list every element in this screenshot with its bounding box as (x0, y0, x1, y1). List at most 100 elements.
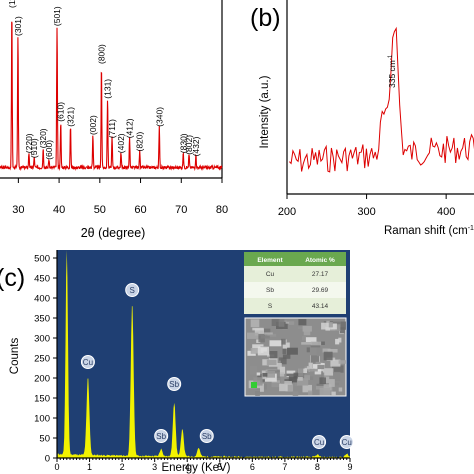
sem-grain (280, 357, 287, 365)
eds-y-tick-label: 250 (34, 354, 50, 365)
element-marker-bubble (125, 283, 140, 297)
sem-grain (287, 347, 298, 355)
sem-grain (303, 328, 311, 336)
element-marker-label: Sb (156, 432, 166, 441)
sem-grain (259, 328, 271, 335)
element-marker-label: S (130, 286, 135, 295)
eds-x-tick-label: 1 (87, 462, 92, 472)
sem-grain (317, 364, 325, 370)
eds-y-tick-label: 100 (34, 414, 50, 425)
xrd-peak-label: (412) (125, 118, 135, 138)
xrd-x-tick-label: 40 (53, 204, 65, 216)
table-cell-atomic: 29.69 (312, 287, 329, 294)
eds-x-tick-label: 7 (282, 462, 287, 472)
sem-grain (265, 370, 275, 378)
sem-grain (256, 339, 261, 343)
element-marker-bubble (154, 429, 169, 443)
sem-grain (309, 368, 318, 372)
raman-x-tick-label: 200 (278, 206, 296, 218)
eds-x-axis-label: Energy (KeV) (161, 462, 230, 474)
raman-y-axis-label: Intensity (a.u.) (259, 75, 271, 148)
xrd-peak-label: (320) (38, 128, 48, 148)
xrd-x-tick-label: 60 (134, 204, 146, 216)
sem-grain (292, 391, 299, 396)
sem-grain (277, 363, 282, 370)
table-cell-atomic: 27.17 (312, 271, 329, 278)
sem-grain (308, 390, 313, 395)
element-marker-bubble (339, 435, 354, 449)
sem-grain (298, 367, 304, 376)
sem-grain (288, 321, 295, 325)
sem-grain (319, 377, 326, 384)
sem-grain (328, 379, 335, 387)
eds-x-tick-label: 8 (315, 462, 320, 472)
xrd-peak-label: (600) (44, 140, 54, 160)
raman-x-tick-label: 400 (437, 206, 455, 218)
sem-grain (302, 336, 306, 341)
sem-grain (338, 337, 342, 343)
element-marker-label: Sb (169, 380, 179, 389)
sem-grain (264, 332, 273, 335)
sem-texture (247, 319, 346, 396)
xrd-peak-label: (501) (52, 6, 62, 26)
eds-y-tick-label: 450 (34, 274, 50, 285)
xrd-peak-label: (002) (88, 115, 98, 135)
eds-x-tick-label: 0 (54, 462, 59, 472)
table-row (244, 266, 346, 282)
sem-grain (316, 347, 322, 357)
xrd-peak-label: (111) (7, 0, 17, 8)
eds-y-tick-label: 400 (34, 294, 50, 305)
raman-x-ticks: 200 300 400 (278, 194, 455, 218)
sem-grain (304, 375, 310, 380)
eds-y-tick-label: 350 (34, 314, 50, 325)
xrd-peak-label: (321) (66, 107, 76, 127)
eds-y-tick-label: 150 (34, 394, 50, 405)
sem-grain (282, 342, 290, 349)
table-header-row (244, 252, 346, 266)
eds-x-tick-label: 2 (120, 462, 125, 472)
xrd-peak-label: (800) (96, 44, 106, 64)
sem-grain (331, 382, 339, 386)
sem-grain (250, 319, 260, 328)
element-marker-bubble (167, 377, 182, 391)
sem-grain (247, 332, 259, 339)
sem-grain (281, 338, 286, 345)
xrd-x-ticks: 30 40 50 60 70 80 (12, 178, 228, 216)
eds-element-markers: Cu S Sb Sb Sb Cu Cu (80, 283, 354, 449)
sem-grain (260, 335, 270, 339)
xrd-peak-labels: (111) (301) (220)(510)(320)(600) (501) (610)… (7, 0, 201, 160)
sem-grain (262, 373, 268, 377)
sem-grain (331, 391, 336, 396)
sem-grain (253, 377, 263, 386)
eds-x-tick-label: 6 (250, 462, 255, 472)
xrd-peak-label: (131) (103, 79, 113, 99)
sem-grain (285, 383, 294, 392)
sem-grain (305, 337, 317, 342)
eds-x-tick-label: 5 (217, 462, 222, 472)
element-marker-label: Cu (314, 438, 324, 447)
xrd-x-tick-label: 70 (175, 204, 187, 216)
eds-spectrum-area (57, 250, 350, 458)
xrd-peak-label: (432) (191, 136, 201, 156)
raman-x-tick-label: 300 (357, 206, 375, 218)
table-header-atomic: Atomic % (305, 257, 335, 264)
xrd-peak-label: (711) (107, 119, 117, 138)
table-row (244, 282, 346, 298)
sem-grain (302, 384, 312, 393)
eds-y-tick-label: 500 (34, 254, 50, 265)
xrd-peak-label: (610) (56, 102, 66, 122)
sem-grain (280, 376, 287, 383)
eds-x-tick-label: 3 (152, 462, 157, 472)
sem-grain (310, 355, 320, 363)
eds-y-tick-label: 50 (39, 434, 50, 445)
xrd-peak-label: (301) (13, 16, 23, 36)
sem-grain (315, 385, 325, 390)
sem-grain (254, 328, 264, 336)
table-header-element: Element (257, 257, 283, 264)
element-marker-label: Sb (202, 432, 212, 441)
table-row (244, 298, 346, 314)
sem-grain (317, 341, 325, 345)
sem-grain (304, 366, 312, 370)
element-marker-bubble (80, 355, 95, 369)
sem-grain (271, 382, 281, 388)
